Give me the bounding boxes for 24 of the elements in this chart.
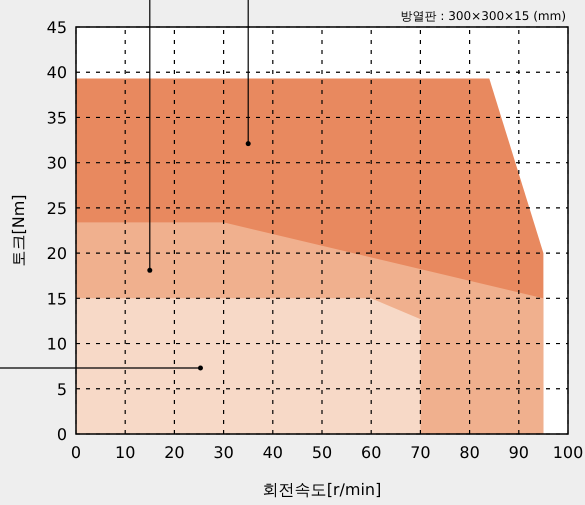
x-tick-label: 30 xyxy=(213,443,234,462)
y-tick-label: 10 xyxy=(46,334,67,354)
x-tick-label: 90 xyxy=(508,443,529,462)
y-tick-label: 20 xyxy=(46,244,67,264)
x-tick-label: 70 xyxy=(410,443,431,462)
x-tick-label: 10 xyxy=(115,443,136,462)
y-axis-title: 토크[Nm] xyxy=(9,194,28,267)
y-tick-label: 5 xyxy=(56,380,67,399)
x-tick-label: 0 xyxy=(70,443,82,462)
y-tick-label: 35 xyxy=(46,108,67,128)
y-tick-label: 45 xyxy=(46,18,67,37)
x-tick-label: 50 xyxy=(312,443,332,462)
x-tick-label: 100 xyxy=(552,443,584,462)
y-tick-label: 40 xyxy=(46,63,67,82)
text: 방열판 : 300×300×15 (mm) xyxy=(400,9,566,23)
y-tick-label: 0 xyxy=(56,425,67,444)
y-tick-label: 30 xyxy=(46,154,67,173)
x-axis-title: 회전속도[r/min] xyxy=(262,480,382,499)
y-tick-label: 25 xyxy=(46,198,67,218)
x-tick-label: 80 xyxy=(459,443,480,462)
y-tick-label: 15 xyxy=(46,289,67,308)
x-tick-label: 60 xyxy=(361,443,382,462)
x-tick-label: 20 xyxy=(164,443,185,462)
x-tick-label: 40 xyxy=(262,443,283,462)
